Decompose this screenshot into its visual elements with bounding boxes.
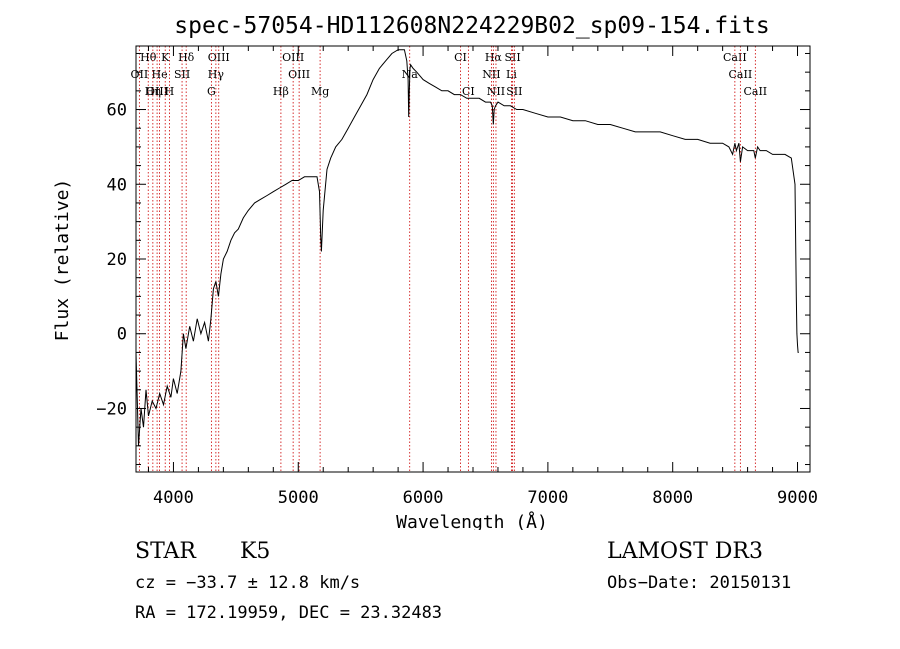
- line-label: K: [161, 51, 170, 64]
- object-subclass: K5: [240, 539, 271, 564]
- line-label: Hα: [485, 51, 503, 64]
- y-tick-label: 60: [107, 101, 127, 121]
- observation-date: Obs−Date: 20150131: [607, 573, 792, 593]
- line-label: Hγ: [208, 68, 225, 81]
- line-label: SII: [506, 85, 522, 98]
- y-tick-label: 20: [107, 250, 127, 270]
- y-axis-ticks: −20 0 20 40 60: [96, 52, 810, 466]
- line-label: Hη: [145, 85, 161, 98]
- line-label: CaII: [729, 68, 753, 81]
- line-label: NII: [487, 85, 505, 98]
- x-tick-label: 6000: [403, 488, 444, 508]
- line-label: CaII: [743, 85, 767, 98]
- line-label: CaII: [723, 51, 747, 64]
- line-label: Li: [506, 68, 517, 81]
- spectrum-chart: spec-57054-HD112608N224229B02_sp09-154.f…: [52, 13, 818, 530]
- x-axis-label: Wavelength (Å): [396, 511, 548, 530]
- line-label: G: [207, 85, 216, 98]
- y-tick-label: −20: [96, 399, 127, 419]
- chart-title: spec-57054-HD112608N224229B02_sp09-154.f…: [174, 13, 769, 39]
- object-class: STAR: [135, 539, 196, 564]
- line-label: CI: [462, 85, 475, 98]
- line-label: OIII: [208, 51, 230, 64]
- x-tick-label: 9000: [777, 488, 818, 508]
- x-tick-label: 4000: [153, 488, 194, 508]
- spectrum-line: [135, 49, 799, 446]
- line-label: Hδ: [178, 51, 195, 64]
- line-label: H: [165, 85, 175, 98]
- ra-dec-coordinates: RA = 172.19959, DEC = 23.32483: [135, 603, 443, 623]
- y-axis-label: Flux (relative): [52, 179, 73, 342]
- line-label: OIII: [288, 68, 310, 81]
- line-label: OIII: [146, 85, 168, 98]
- x-axis-ticks: 4000 5000 6000 7000 8000 9000: [147, 46, 818, 508]
- y-tick-label: 0: [117, 325, 127, 345]
- x-tick-label: 7000: [527, 488, 568, 508]
- line-label: Hθ: [140, 51, 157, 64]
- line-label: SII: [174, 68, 190, 81]
- line-label: CI: [454, 51, 467, 64]
- line-label: SII: [504, 51, 520, 64]
- line-label: Mg: [311, 85, 329, 98]
- line-label: Hβ: [273, 85, 289, 98]
- x-tick-label: 5000: [278, 488, 319, 508]
- line-label: OII: [131, 68, 149, 81]
- redshift-cz: cz = −33.7 ± 12.8 km/s: [135, 573, 361, 593]
- line-label: NII: [482, 68, 500, 81]
- plot-frame: [135, 45, 811, 473]
- line-label: OIII: [282, 51, 304, 64]
- survey-name: LAMOST DR3: [607, 539, 763, 564]
- x-tick-label: 8000: [652, 488, 693, 508]
- y-tick-label: 40: [107, 175, 127, 195]
- spectrum-series: [135, 49, 799, 446]
- line-label: He: [152, 68, 168, 81]
